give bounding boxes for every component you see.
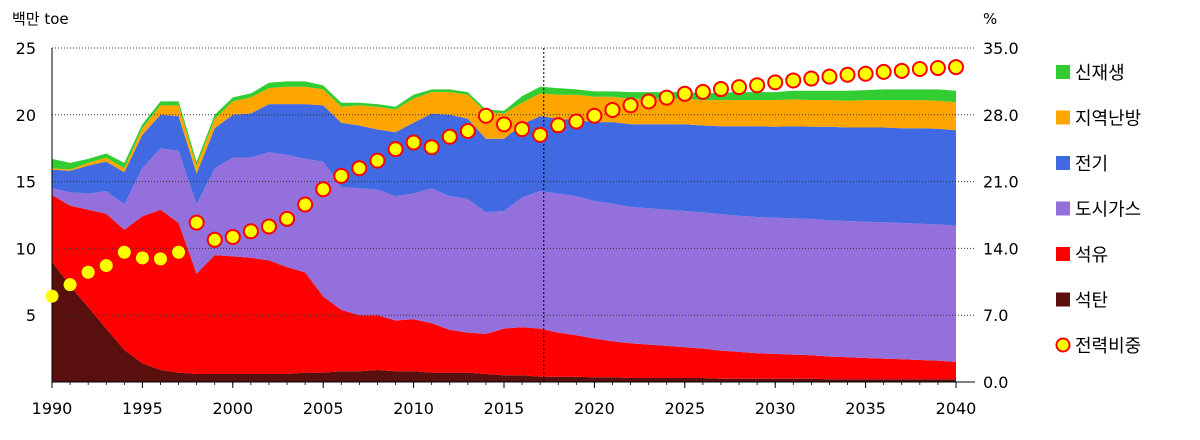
ratio-point-2030: [767, 74, 784, 91]
left-axis-unit: 백만 toe: [12, 10, 69, 28]
ratio-point-2002: [260, 218, 277, 235]
ratio-point-2029: [749, 77, 766, 94]
ratio-point-2005: [315, 181, 332, 198]
ratio-point-2026: [694, 83, 711, 100]
y-left-tick-label-1: 10: [16, 239, 36, 258]
ratio-point-2027: [712, 81, 729, 98]
legend-swatch-0: [1056, 65, 1070, 79]
y-right-tick-label-2: 14.0: [983, 239, 1019, 258]
ratio-point-2010: [405, 134, 422, 151]
ratio-point-2031: [785, 72, 802, 89]
x-tick-label-3: 2005: [303, 399, 344, 418]
ratio-point-2021: [604, 102, 621, 119]
ratio-point-2037: [893, 62, 910, 79]
ratio-point-2015: [496, 116, 512, 133]
legend-swatch-4: [1056, 247, 1070, 261]
legend-label-3: 도시가스: [1075, 200, 1141, 221]
legend-swatch-1: [1056, 110, 1070, 125]
y-right-tick-label-0: 0.0: [983, 373, 1008, 392]
ratio-point-2025: [676, 85, 693, 102]
ratio-point-2032: [803, 70, 820, 87]
x-tick-label-7: 2025: [664, 399, 705, 418]
x-tick-label-2: 2000: [212, 399, 253, 418]
ratio-point-2016: [514, 121, 531, 138]
x-tick-label-10: 2040: [936, 399, 977, 418]
ratio-point-2033: [821, 68, 838, 85]
ratio-point-2008: [369, 152, 386, 169]
legend-label-2: 전기: [1075, 154, 1108, 175]
area-series-0: [52, 261, 956, 382]
ratio-point-2017: [532, 126, 549, 143]
area-series-2: [52, 148, 956, 362]
ratio-point-2012: [441, 128, 458, 145]
ratio-point-1997: [172, 245, 186, 259]
ratio-point-1999: [206, 231, 223, 248]
x-tick-label-9: 2035: [845, 399, 886, 418]
y-left-tick-label-3: 20: [16, 106, 36, 125]
ratio-point-2013: [459, 123, 476, 140]
right-axis-unit: %: [983, 10, 997, 28]
ratio-point-1991: [63, 278, 77, 292]
legend-marker-6: [1055, 337, 1071, 353]
legend-label-4: 석유: [1075, 245, 1108, 266]
ratio-point-2018: [550, 117, 567, 134]
ratio-point-2035: [857, 65, 874, 82]
y-left-tick-label-2: 15: [16, 173, 36, 192]
ratio-point-1998: [188, 214, 205, 231]
ratio-point-2022: [622, 97, 639, 114]
ratio-point-1992: [81, 265, 95, 279]
ratio-point-2014: [477, 107, 494, 124]
legend-swatch-3: [1056, 201, 1070, 216]
ratio-point-2004: [297, 196, 314, 213]
x-tick-label-4: 2010: [393, 399, 434, 418]
y-left-tick-label-4: 25: [16, 39, 36, 58]
ratio-point-2009: [387, 141, 404, 158]
y-right-tick-label-4: 28.0: [983, 106, 1019, 125]
x-tick-label-6: 2020: [574, 399, 615, 418]
ratio-point-1990: [45, 289, 59, 303]
ratio-point-2011: [423, 139, 440, 156]
area-series-5: [52, 81, 956, 170]
ratio-point-1996: [153, 252, 167, 266]
y-right-tick-label-5: 35.0: [983, 39, 1019, 58]
ratio-point-1993: [99, 259, 113, 273]
ratio-point-2003: [279, 210, 296, 227]
ratio-point-2007: [351, 160, 368, 177]
ratio-point-2006: [333, 167, 350, 184]
ratio-point-2028: [731, 79, 748, 96]
ratio-point-2019: [568, 113, 585, 130]
ratio-point-1994: [117, 245, 131, 259]
legend-label-1: 지역난방: [1075, 109, 1141, 130]
y-right-tick-label-1: 7.0: [983, 306, 1008, 325]
ratio-point-2038: [911, 60, 928, 77]
ratio-point-2039: [929, 60, 946, 77]
x-tick-label-5: 2015: [484, 399, 525, 418]
ratio-point-2023: [640, 93, 657, 110]
axes: 1990 1995 2000 2005 2010 2015 2020 2025 2030 2035…: [16, 39, 1019, 418]
area-series-3: [52, 104, 956, 226]
legend-label-5: 석탄: [1075, 291, 1108, 312]
ratio-point-2040: [948, 59, 964, 76]
x-tick-label-0: 1990: [32, 399, 73, 418]
ratio-point-2020: [586, 107, 603, 124]
x-tick-label-1: 1995: [122, 399, 163, 418]
ratio-point-2024: [658, 89, 675, 106]
ratio-point-1995: [135, 251, 149, 265]
ratio-point-2001: [242, 223, 259, 240]
ratio-point-2034: [839, 66, 856, 83]
gridlines: [52, 47, 975, 316]
legend-swatch-2: [1056, 156, 1070, 170]
ratio-series-markers: [45, 59, 964, 303]
area-series-1: [52, 195, 956, 380]
legend-label-6: 전력비중: [1075, 336, 1141, 357]
x-tick-label-8: 2030: [755, 399, 796, 418]
legend-swatch-5: [1056, 292, 1070, 307]
ratio-point-2036: [875, 63, 892, 80]
y-right-tick-label-3: 21.0: [983, 173, 1019, 192]
y-left-tick-label-0: 5: [26, 306, 36, 325]
legend-label-0: 신재생: [1075, 63, 1125, 84]
ratio-point-2000: [224, 228, 241, 245]
